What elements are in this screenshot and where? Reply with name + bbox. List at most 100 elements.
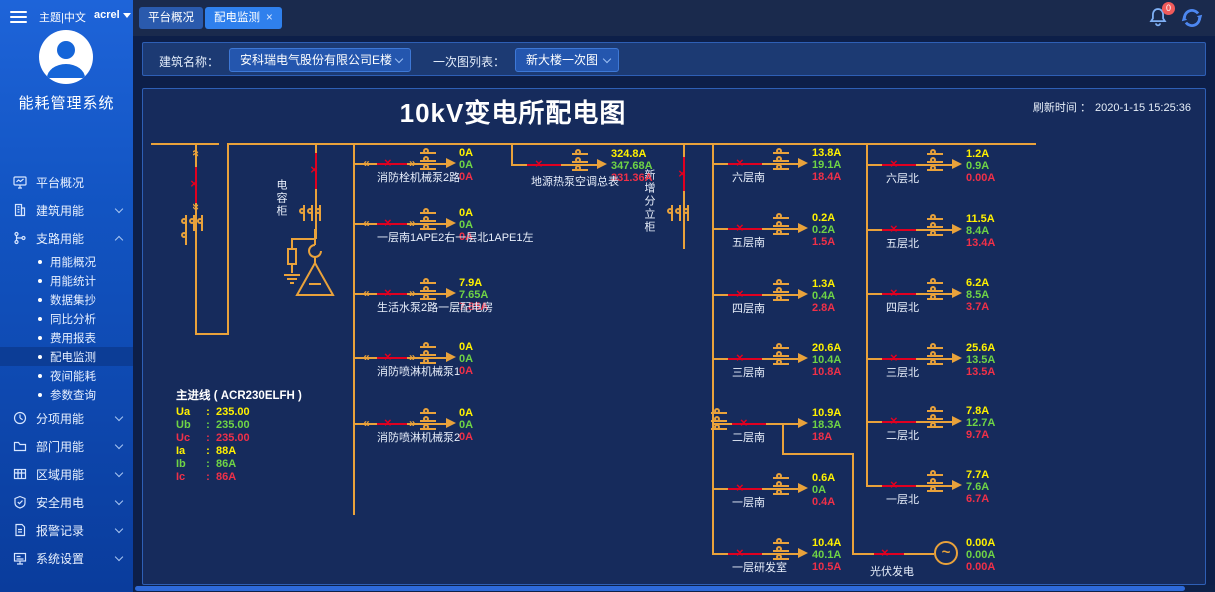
phase-b-value: 19.1A <box>812 159 842 171</box>
diagram-select-value: 新大楼一次图 <box>526 53 599 67</box>
feeder-label: 四层南 <box>732 303 765 315</box>
chevron-down-icon <box>114 440 124 450</box>
user-menu[interactable]: acrel <box>94 9 131 21</box>
disconnector-chevron-icon: » <box>189 203 204 211</box>
refresh-time: 刷新时间 ： 2020-1-15 15:25:36 <box>1032 102 1191 114</box>
pv-branch-line <box>852 453 854 554</box>
sidebar-item-department-energy[interactable]: 部门用能 <box>0 432 133 460</box>
ct-circles-icon <box>420 341 436 365</box>
chevron-down-icon <box>114 552 124 562</box>
sidebar-item-platform-overview[interactable]: 平台概况 <box>0 168 133 196</box>
sidebar-item-alarm-records[interactable]: 报警记录 <box>0 516 133 544</box>
hamburger-menu-icon[interactable] <box>10 11 27 23</box>
phase-a-value: 7.9A <box>459 277 483 289</box>
phase-current-values: 0A 0A 0A <box>459 147 473 183</box>
phase-current-values: 10.4A 40.1A 10.5A <box>812 537 841 573</box>
phase-b-value: 8.5A <box>966 289 990 301</box>
breaker-closed-segment <box>728 488 762 490</box>
chevron-down-icon <box>114 412 124 422</box>
ct-circles-icon <box>420 407 436 431</box>
ct-circles-icon <box>773 147 789 171</box>
sidebar-sub-energy-overview[interactable]: 用能概况 <box>0 252 133 271</box>
refresh-icon[interactable] <box>1181 7 1203 29</box>
flow-arrow-icon <box>952 480 962 490</box>
chevron-down-icon <box>602 54 612 64</box>
tab-distribution-monitoring[interactable]: 配电监测 × <box>205 7 282 29</box>
sidebar-sub-data-collection[interactable]: 数据集抄 <box>0 290 133 309</box>
sidebar-item-subentry-energy[interactable]: 分项用能 <box>0 404 133 432</box>
sidebar-sub-night-energy[interactable]: 夜间能耗 <box>0 366 133 385</box>
diagram-panel: 10kV变电所配电图 刷新时间 ： 2020-1-15 15:25:36 « × … <box>142 88 1206 585</box>
breaker-x-icon: × <box>384 415 392 430</box>
phase-c-value: 10.5A <box>812 561 842 573</box>
breaker-x-icon: × <box>384 349 392 364</box>
feeder-label: 一层北 <box>886 494 919 506</box>
phase-current-values: 0A 0A 0A <box>459 407 473 443</box>
tab-platform-overview[interactable]: 平台概况 <box>139 7 203 29</box>
breaker-x-icon: × <box>384 215 392 230</box>
phase-a-value: 7.7A <box>966 469 990 481</box>
phase-c-value: 13.4A <box>966 237 996 249</box>
sidebar-item-building-energy[interactable]: 建筑用能 <box>0 196 133 224</box>
main-line-title: 主进线 ( ACR230ELFH ) <box>176 390 302 402</box>
feeder-label: 二层南 <box>732 432 765 444</box>
ct-circles-icon <box>299 205 321 221</box>
breaker-closed-segment <box>882 229 916 231</box>
main-line-row: Ic:86A <box>176 471 237 483</box>
sidebar-sub-cost-report[interactable]: 费用报表 <box>0 328 133 347</box>
phase-current-values: 0.00A 0.00A 0.00A <box>966 537 995 573</box>
single-line-diagram: 10kV变电所配电图 刷新时间 ： 2020-1-15 15:25:36 « × … <box>143 89 1205 584</box>
ct-circles-icon <box>420 207 436 231</box>
ct-circles-icon <box>773 472 789 496</box>
sidebar-item-branch-energy[interactable]: 支路用能 <box>0 224 133 252</box>
scrollbar-thumb[interactable] <box>135 586 1185 591</box>
chevron-down-icon <box>114 524 124 534</box>
chevron-down-icon <box>114 204 124 214</box>
phase-current-values: 1.3A 0.4A 2.8A <box>812 278 835 314</box>
breaker-closed-segment <box>195 167 197 203</box>
shield-check-icon <box>13 495 27 509</box>
sidebar-item-safe-power[interactable]: 安全用电 <box>0 488 133 516</box>
flow-arrow-icon <box>798 483 808 493</box>
sidebar-sub-yoy-analysis[interactable]: 同比分析 <box>0 309 133 328</box>
feeder-label: 四层北 <box>886 302 919 314</box>
horizontal-scrollbar <box>133 585 1215 592</box>
breaker-x-icon: × <box>736 155 744 170</box>
sidebar-item-system-settings[interactable]: 系统设置 <box>0 544 133 572</box>
breaker-x-icon: × <box>678 166 686 181</box>
flow-arrow-icon <box>798 353 808 363</box>
breaker-x-icon: × <box>736 480 744 495</box>
phase-a-value: 6.2A <box>966 277 990 289</box>
sidebar-sub-energy-statistics[interactable]: 用能统计 <box>0 271 133 290</box>
sidebar-item-region-energy[interactable]: 区域用能 <box>0 460 133 488</box>
pv-branch-line <box>782 453 854 455</box>
phase-current-values: 20.6A 10.4A 10.8A <box>812 342 841 378</box>
sidebar-menu: 平台概况 建筑用能 支路用能 用能概况 用能统计 数据集抄 同比分析 费用报表 … <box>0 168 133 572</box>
sub-label: 夜间能耗 <box>50 370 96 383</box>
phase-c-value: 7.85A <box>459 301 489 313</box>
breaker-closed-segment <box>732 423 766 425</box>
phase-a-value: 10.9A <box>812 407 842 419</box>
ct-circles-icon <box>711 407 727 431</box>
breaker-x-icon: × <box>890 477 898 492</box>
breaker-closed-segment <box>728 294 762 296</box>
sidebar-item-label: 部门用能 <box>36 439 85 454</box>
sub-label: 配电监测 <box>50 351 96 364</box>
phase-c-value: 0.00A <box>966 172 996 184</box>
flow-arrow-icon <box>798 158 808 168</box>
notification-bell-icon[interactable]: 0 <box>1147 2 1175 31</box>
feeder-label: 六层北 <box>886 173 919 185</box>
phase-c-value: 0.4A <box>812 496 836 508</box>
theme-language-switch[interactable]: 主题|中文 <box>39 12 86 24</box>
diagram-select[interactable]: 新大楼一次图 <box>515 48 619 72</box>
sidebar-sub-distribution-monitoring[interactable]: 配电监测 <box>0 347 133 366</box>
phase-b-value: 10.4A <box>812 354 842 366</box>
breaker-closed-segment <box>728 358 762 360</box>
pv-branch-line <box>782 424 784 454</box>
tab-close-icon[interactable]: × <box>266 12 273 24</box>
phase-a-value: 0A <box>459 407 474 419</box>
flow-arrow-icon <box>798 223 808 233</box>
ct-circles-icon <box>773 342 789 366</box>
sidebar-sub-parameter-query[interactable]: 参数查询 <box>0 385 133 404</box>
building-select[interactable]: 安科瑞电气股份有限公司E楼 <box>229 48 411 72</box>
